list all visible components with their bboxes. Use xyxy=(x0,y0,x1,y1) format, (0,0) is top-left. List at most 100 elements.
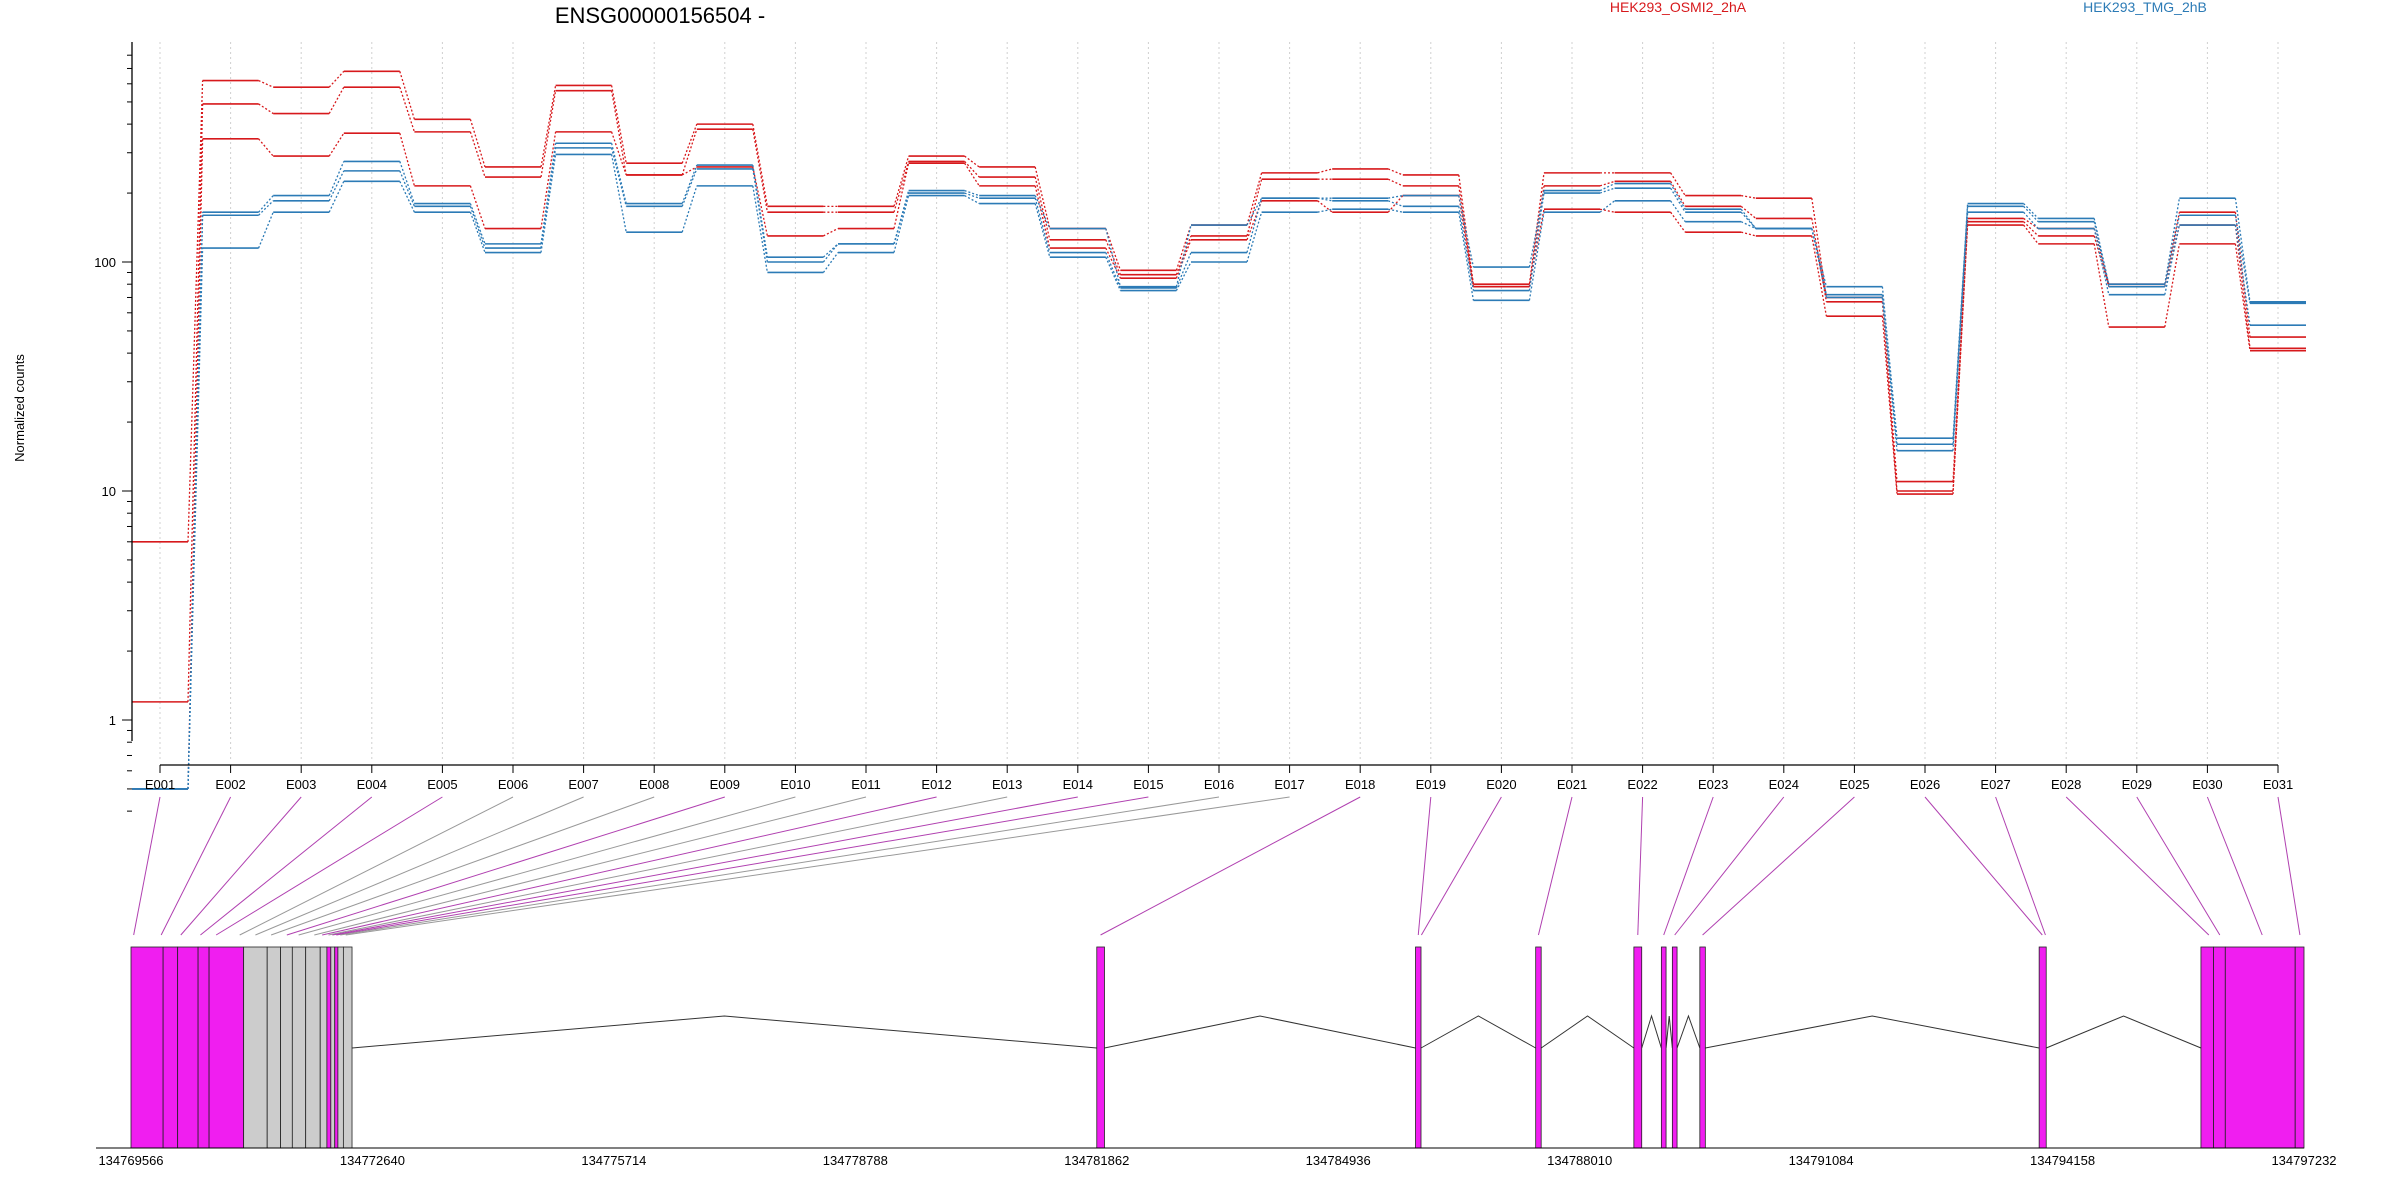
series-connector xyxy=(257,211,274,249)
series-connector xyxy=(328,86,345,114)
series-connector xyxy=(399,71,416,120)
y-tick-label: 100 xyxy=(94,255,116,270)
x-tick-label-e009: E009 xyxy=(710,777,740,792)
series-1 xyxy=(132,70,2306,543)
y-tick-label: 1 xyxy=(109,713,116,728)
exon-block xyxy=(162,946,179,1149)
series-connector xyxy=(610,154,627,233)
series-connector xyxy=(893,163,910,229)
series-connector xyxy=(399,86,416,133)
exon-block xyxy=(334,946,339,1149)
connector-e026 xyxy=(1924,796,2043,936)
exon-block xyxy=(337,946,344,1149)
connector-e027 xyxy=(1995,796,2046,936)
series-connector xyxy=(893,161,910,213)
series-connector xyxy=(2023,221,2039,237)
series-connector xyxy=(2093,221,2110,287)
intron xyxy=(1641,1014,1662,1049)
connector-e010 xyxy=(298,796,796,936)
x-tick-label-e027: E027 xyxy=(1980,777,2010,792)
connector-e009 xyxy=(286,796,725,936)
connector-e024 xyxy=(1674,796,1785,936)
exon-block xyxy=(130,946,164,1149)
series-connector xyxy=(1246,197,1263,253)
series-connector xyxy=(1528,190,1545,268)
series-connector xyxy=(1387,195,1404,213)
series-connector xyxy=(964,192,980,199)
connector-e016 xyxy=(340,796,1220,936)
series-connector xyxy=(681,166,698,176)
exon-block xyxy=(266,946,281,1149)
connector-e025 xyxy=(1702,796,1855,936)
series-connector xyxy=(1246,212,1263,263)
connector-e028 xyxy=(2065,796,2210,936)
x-tick-label-e016: E016 xyxy=(1204,777,1234,792)
series-connector xyxy=(1458,195,1475,287)
intron xyxy=(2046,1015,2202,1049)
series-connector xyxy=(1458,206,1475,291)
series-2 xyxy=(132,86,2306,703)
series-connector xyxy=(469,206,486,249)
series-connector xyxy=(399,133,416,187)
genomic-tick-label: 134775714 xyxy=(581,1153,646,1168)
series-connector xyxy=(1670,172,1686,196)
series-connector xyxy=(1387,168,1404,176)
x-tick-label-e014: E014 xyxy=(1063,777,1093,792)
series-connector xyxy=(610,147,627,207)
x-tick-label-e006: E006 xyxy=(498,777,528,792)
x-tick-label-e020: E020 xyxy=(1486,777,1516,792)
connector-e014 xyxy=(332,796,1078,936)
series-connector xyxy=(681,168,698,207)
exon-block xyxy=(326,946,332,1149)
series-connector xyxy=(187,103,204,702)
series-connector xyxy=(1670,211,1686,233)
exon-block xyxy=(208,946,245,1149)
x-tick-label-e019: E019 xyxy=(1416,777,1446,792)
series-connector xyxy=(1952,225,1969,495)
x-tick-label-e025: E025 xyxy=(1839,777,1869,792)
connector-e015 xyxy=(336,796,1149,936)
x-tick-label-e012: E012 xyxy=(921,777,951,792)
series-connector xyxy=(1034,166,1051,229)
series-connector xyxy=(964,160,980,178)
exon-block xyxy=(319,946,328,1149)
series-connector xyxy=(1670,181,1686,207)
series-connector xyxy=(1528,192,1545,291)
exon-block xyxy=(291,946,307,1149)
x-tick-label-e008: E008 xyxy=(639,777,669,792)
connector-e005 xyxy=(215,796,443,936)
gene-model: 134769566 134772640 134775714 134778788 1347… xyxy=(96,946,2337,1168)
x-tick-label-e010: E010 xyxy=(780,777,810,792)
genomic-tick-label: 134772640 xyxy=(340,1153,405,1168)
series-connector xyxy=(823,227,839,237)
connector-e021 xyxy=(1537,796,1573,936)
genomic-tick-label: 134778788 xyxy=(823,1153,888,1168)
series-connector xyxy=(469,131,486,178)
y-axis-label: Normalized counts xyxy=(12,354,27,462)
intron xyxy=(1676,1014,1701,1049)
series-connector xyxy=(328,70,345,88)
genomic-tick-label: 134788010 xyxy=(1547,1153,1612,1168)
exon-gridlines xyxy=(159,42,2279,761)
exon-block xyxy=(342,946,353,1149)
x-tick-label-e030: E030 xyxy=(2192,777,2222,792)
series-connector xyxy=(1034,185,1051,249)
x-tick-label-e017: E017 xyxy=(1274,777,1304,792)
series-lines xyxy=(132,70,2306,790)
series-connector xyxy=(1175,261,1192,291)
series-connector xyxy=(1881,316,1898,495)
legend-tmg: HEK293_TMG_2hB xyxy=(2083,0,2207,15)
series-connector xyxy=(1034,197,1051,253)
series-connector xyxy=(328,181,345,213)
series-connector xyxy=(1458,212,1475,301)
series-connector xyxy=(258,200,274,216)
series-connector xyxy=(258,138,274,157)
series-connector xyxy=(681,123,698,164)
series-connector xyxy=(540,131,557,229)
exon-block xyxy=(1671,946,1678,1149)
chart-title: ENSG00000156504 - xyxy=(555,3,765,28)
series-connector xyxy=(681,129,698,176)
exon-block xyxy=(2213,946,2226,1149)
series-connector xyxy=(610,90,627,176)
exon-block xyxy=(177,946,199,1149)
